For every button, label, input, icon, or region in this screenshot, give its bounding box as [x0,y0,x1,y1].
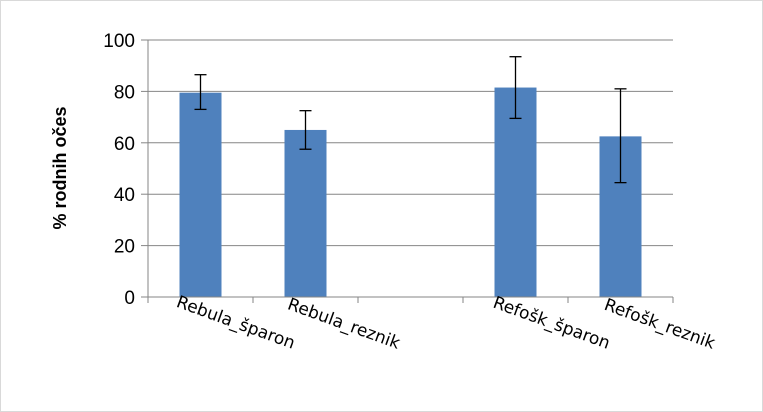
x-category-label: Refošk_šparon [490,293,612,354]
y-tick-label: 60 [114,134,135,155]
x-category-label: Rebula_šparon [174,292,298,353]
bar [179,92,222,297]
error-bars [194,56,627,184]
y-tick-label: 20 [114,237,135,258]
y-tick-label: 80 [114,82,135,103]
bars [179,87,642,297]
y-tick-label: 100 [103,31,135,52]
bar [284,129,327,297]
y-tick-label: 40 [114,185,135,206]
y-axis-title: % rodnih očes [50,106,70,229]
axes [141,39,674,303]
y-tick-label: 0 [124,288,135,309]
gridlines [148,39,673,247]
x-category-label: Refošk_reznik [601,295,717,354]
y-tick-labels: 0 20 40 60 80 100 [103,31,135,309]
bar [494,87,537,297]
x-category-label: Rebula_reznik [285,295,403,354]
